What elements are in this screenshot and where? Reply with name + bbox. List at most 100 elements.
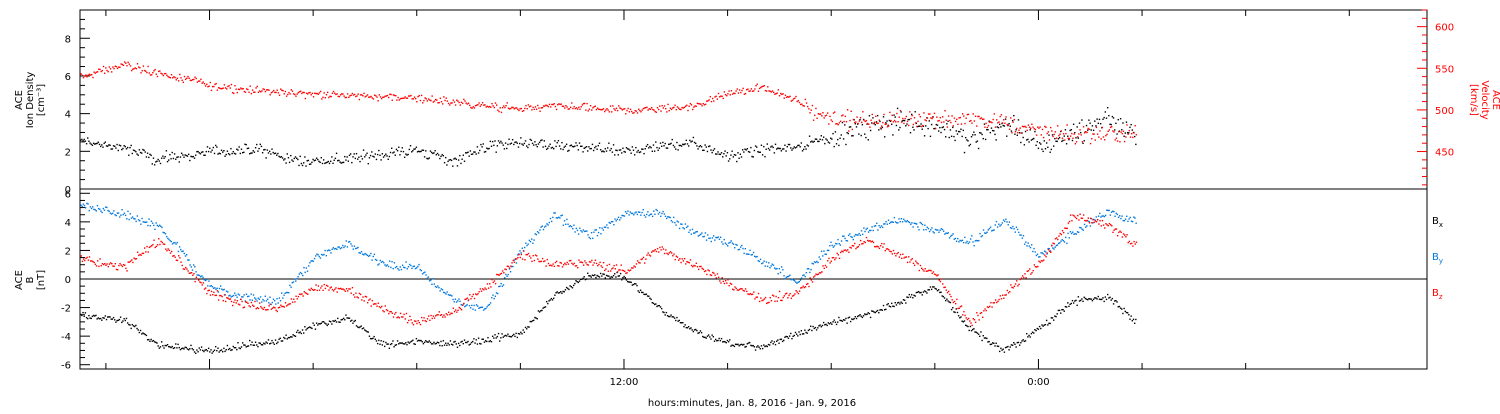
density-point	[865, 136, 867, 139]
bx-point	[770, 341, 772, 344]
density-point	[112, 145, 115, 147]
density-point	[324, 162, 326, 165]
bx-point	[707, 334, 710, 336]
bx-point	[422, 342, 425, 345]
bx-point	[232, 345, 234, 348]
bx-point	[184, 346, 186, 348]
bx-point	[758, 346, 760, 348]
bx-point	[258, 342, 260, 344]
bx-point	[104, 315, 107, 317]
bx-point	[445, 342, 447, 344]
density-point	[251, 152, 253, 154]
velocity-point	[849, 119, 851, 122]
bx-point	[817, 327, 819, 329]
by-point	[282, 297, 284, 299]
velocity-point	[1058, 134, 1060, 137]
density-point	[641, 148, 643, 150]
bx-point	[386, 343, 388, 345]
by-point	[297, 276, 299, 278]
bx-point	[1128, 314, 1130, 316]
bx-point	[569, 285, 571, 287]
bz-point	[307, 293, 309, 296]
density-point	[889, 120, 892, 122]
bz-point	[1104, 227, 1106, 229]
bz-point	[176, 259, 179, 262]
density-point	[193, 157, 196, 159]
bz-point	[815, 273, 817, 275]
bx-point	[955, 308, 957, 310]
bx-point	[637, 290, 639, 292]
bz-point	[520, 253, 523, 256]
bz-point	[240, 298, 242, 300]
velocity-point	[991, 121, 993, 124]
by-point	[1103, 215, 1106, 218]
velocity-point	[1088, 128, 1091, 131]
bx-point	[455, 343, 457, 345]
by-point	[883, 223, 885, 225]
velocity-point	[749, 90, 751, 92]
density-point	[216, 146, 218, 148]
bx-point	[623, 275, 625, 278]
by-point	[991, 230, 993, 232]
density-point	[563, 146, 565, 148]
bx-point	[479, 342, 481, 345]
density-point	[226, 150, 229, 152]
density-point	[960, 128, 962, 130]
bz-point	[843, 249, 845, 252]
velocity-point	[336, 93, 338, 95]
bz-point	[471, 295, 473, 298]
bz-point	[1079, 213, 1081, 215]
bz-point	[379, 307, 382, 309]
bz-point	[1004, 294, 1006, 296]
bx-point	[1121, 308, 1123, 310]
bx-point	[325, 323, 327, 325]
bx-point	[792, 335, 794, 338]
velocity-point	[267, 89, 269, 91]
velocity-point	[1021, 125, 1024, 128]
bx-point	[1034, 328, 1036, 331]
density-point	[230, 147, 232, 150]
density-point	[720, 152, 723, 154]
bz-point	[351, 286, 354, 289]
by-point	[214, 287, 216, 289]
velocity-point	[274, 91, 276, 94]
bz-point	[788, 294, 790, 297]
density-point	[767, 147, 770, 150]
density-point	[419, 151, 421, 153]
by-point	[702, 235, 704, 238]
by-point	[761, 262, 763, 265]
by-point	[318, 255, 320, 258]
velocity-point	[172, 77, 174, 79]
bz-point	[433, 317, 436, 319]
bx-point	[467, 340, 469, 343]
density-point	[85, 143, 88, 145]
velocity-point	[389, 93, 391, 95]
density-point	[190, 155, 192, 158]
bz-point	[708, 270, 710, 272]
density-point	[557, 140, 560, 142]
density-point	[493, 144, 495, 147]
velocity-point	[411, 98, 413, 100]
density-point	[705, 146, 707, 148]
density-point	[814, 138, 817, 140]
by-point	[788, 275, 790, 278]
velocity-point	[322, 96, 324, 99]
velocity-point	[183, 75, 186, 78]
density-point	[700, 146, 703, 148]
density-point	[832, 132, 834, 135]
by-point	[100, 210, 102, 212]
velocity-point	[243, 90, 246, 93]
bx-point	[247, 345, 250, 347]
by-point	[999, 225, 1001, 227]
velocity-point	[842, 114, 844, 116]
velocity-point	[1114, 139, 1116, 141]
by-point	[212, 287, 215, 289]
density-point	[436, 152, 439, 155]
density-point	[435, 154, 438, 156]
by-point	[866, 227, 869, 230]
bx-point	[133, 325, 136, 328]
density-point	[775, 148, 778, 150]
density-point	[432, 152, 434, 155]
velocity-point	[914, 122, 917, 124]
by-point	[312, 260, 315, 262]
